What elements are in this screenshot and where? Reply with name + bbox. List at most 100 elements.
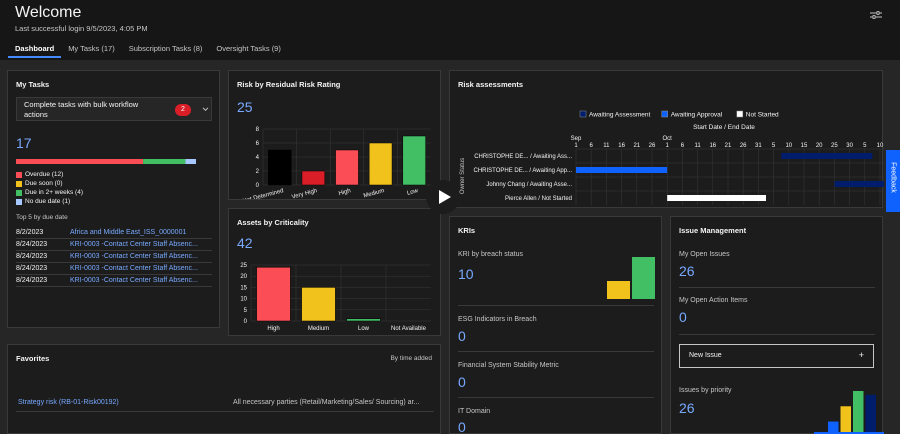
kri-it-label: IT Domain — [458, 408, 491, 415]
page-header: Welcome Last successful login 9/5/2023, … — [0, 0, 900, 60]
bar[interactable] — [346, 318, 381, 322]
task-name-link[interactable]: KRI-0003 -Contact Center Staff Absenc... — [70, 253, 198, 260]
new-issue-button[interactable]: New Issue + — [679, 344, 874, 368]
task-name-link[interactable]: KRI-0003 -Contact Center Staff Absenc... — [70, 241, 198, 248]
kri-breach-value: 10 — [458, 266, 474, 282]
tab-my-tasks[interactable]: My Tasks (17) — [68, 44, 115, 53]
y-tick-label: 25 — [240, 263, 247, 269]
task-due-date: 8/24/2023 — [16, 253, 48, 260]
task-due-date: 8/24/2023 — [16, 265, 48, 272]
mini-bar[interactable] — [853, 391, 864, 433]
progress-segment-due-later — [143, 159, 186, 164]
gantt-day-tick: 26 — [649, 143, 656, 149]
issues-title: Issue Management — [679, 226, 747, 235]
x-tick-label: Not Available — [391, 326, 427, 332]
x-tick-label: Low — [358, 326, 370, 332]
kri-divider-2 — [458, 351, 654, 352]
progress-segment-no-due-date — [185, 159, 196, 164]
gantt-row-label: CHRISTOPHE DE... / Awaiting App... — [474, 168, 573, 174]
task-row[interactable]: 8/24/2023 KRI-0003 -Contact Center Staff … — [16, 263, 212, 275]
task-row[interactable]: 8/2/2023 Africa and Middle East_ISS_00000… — [16, 227, 212, 239]
risk-assessments-card: Risk assessments Awaiting Assessment Awai… — [449, 70, 884, 208]
bar[interactable] — [301, 287, 336, 322]
gantt-day-tick: 6 — [681, 143, 685, 149]
x-tick-label: Not Determined — [242, 188, 284, 199]
tab-subscription-tasks[interactable]: Subscription Tasks (8) — [128, 44, 203, 53]
settings-sliders-icon[interactable] — [870, 10, 882, 20]
my-tasks-title: My Tasks — [16, 80, 50, 89]
gantt-day-tick: 6 — [590, 143, 594, 149]
task-name-link[interactable]: Africa and Middle East_ISS_0000001 — [70, 229, 187, 236]
open-issues-label: My Open Issues — [679, 251, 730, 258]
issues-priority-chart — [828, 391, 877, 433]
task-row[interactable]: 8/24/2023 KRI-0003 -Contact Center Staff … — [16, 275, 212, 287]
bar[interactable] — [402, 135, 426, 186]
task-due-date: 8/2/2023 — [16, 229, 44, 236]
y-tick-label: 10 — [240, 297, 247, 303]
risk-assessments-title: Risk assessments — [458, 80, 524, 89]
task-name-link[interactable]: KRI-0003 -Contact Center Staff Absenc... — [70, 265, 198, 272]
risk-assessments-gantt: Awaiting Assessment Awaiting Approval Not … — [460, 110, 884, 205]
legend-label: Due in 2+ weeks (4) — [25, 189, 83, 196]
bar[interactable] — [268, 149, 292, 186]
gantt-bar[interactable] — [576, 167, 668, 173]
mini-bar[interactable] — [632, 257, 655, 299]
kri-divider-3 — [458, 397, 654, 398]
kri-divider-1 — [458, 305, 654, 306]
bulk-count-badge: 2 — [175, 104, 191, 116]
legend-swatch — [16, 180, 22, 187]
mini-bar[interactable] — [865, 394, 877, 433]
gantt-bar[interactable] — [834, 181, 884, 187]
y-tick-label: 4 — [256, 155, 260, 161]
kris-title: KRIs — [458, 226, 476, 235]
task-row[interactable]: 8/24/2023 KRI-0003 -Contact Center Staff … — [16, 251, 212, 263]
legend-label: Due soon (0) — [25, 180, 63, 187]
play-button[interactable] — [426, 180, 460, 214]
task-name-link[interactable]: KRI-0003 -Contact Center Staff Absenc... — [70, 277, 198, 284]
mini-bar[interactable] — [840, 406, 852, 433]
page-title: Welcome — [15, 4, 82, 21]
gantt-day-tick: 16 — [618, 143, 625, 149]
issues-divider-1 — [679, 287, 875, 288]
bar[interactable] — [301, 170, 326, 186]
gantt-day-tick: 21 — [633, 143, 640, 149]
x-tick-label: Very High — [291, 188, 318, 199]
y-tick-label: 2 — [256, 169, 260, 175]
bulk-actions-dropdown[interactable]: Complete tasks with bulk workflow action… — [16, 97, 212, 121]
kri-financial-value: 0 — [458, 374, 466, 390]
gantt-day-tick: 5 — [772, 143, 776, 149]
risk-rating-title: Risk by Residual Risk Rating — [237, 80, 341, 89]
bar[interactable] — [256, 266, 291, 322]
progress-segment-overdue — [16, 159, 144, 164]
task-row[interactable]: 8/24/2023 KRI-0003 -Contact Center Staff … — [16, 239, 212, 251]
mini-bar[interactable] — [828, 421, 839, 433]
issues-priority-total: 26 — [679, 400, 695, 416]
bulk-actions-text: Complete tasks with bulk workflow action… — [24, 100, 139, 119]
y-tick-label: 15 — [240, 285, 247, 291]
x-tick-label: Medium — [308, 326, 329, 332]
bar[interactable] — [368, 142, 393, 186]
assets-title: Assets by Criticality — [237, 218, 309, 227]
gantt-bar[interactable] — [781, 153, 873, 159]
tab-dashboard[interactable]: Dashboard — [8, 42, 62, 58]
gantt-month-label: Oct — [663, 136, 673, 142]
feedback-tab[interactable]: Feedback — [886, 150, 900, 212]
y-tick-label: 5 — [244, 308, 248, 314]
gantt-bar[interactable] — [667, 195, 766, 201]
tasks-progress-bar — [16, 159, 196, 164]
gantt-day-tick: 31 — [755, 143, 762, 149]
risk-rating-total: 25 — [237, 99, 253, 115]
tasks-legend: Overdue (12) Due soon (0) Due in 2+ weeks … — [16, 170, 206, 206]
gantt-day-tick: 10 — [785, 143, 792, 149]
my-tasks-card: My Tasks Complete tasks with bulk workfl… — [7, 70, 220, 328]
play-icon — [439, 190, 451, 204]
kri-breach-chart — [607, 257, 655, 299]
tasks-legend-item: Due in 2+ weeks (4) — [16, 188, 206, 197]
favorite-item-link[interactable]: Strategy risk (RB-01-Risk00192) — [18, 399, 119, 406]
bar[interactable] — [335, 149, 359, 186]
mini-bar[interactable] — [607, 281, 630, 299]
kri-esg-value: 0 — [458, 328, 466, 344]
favorites-sort[interactable]: By time added — [390, 355, 432, 362]
tab-oversight-tasks[interactable]: Oversight Tasks (9) — [216, 44, 281, 53]
gantt-day-tick: 15 — [801, 143, 808, 149]
